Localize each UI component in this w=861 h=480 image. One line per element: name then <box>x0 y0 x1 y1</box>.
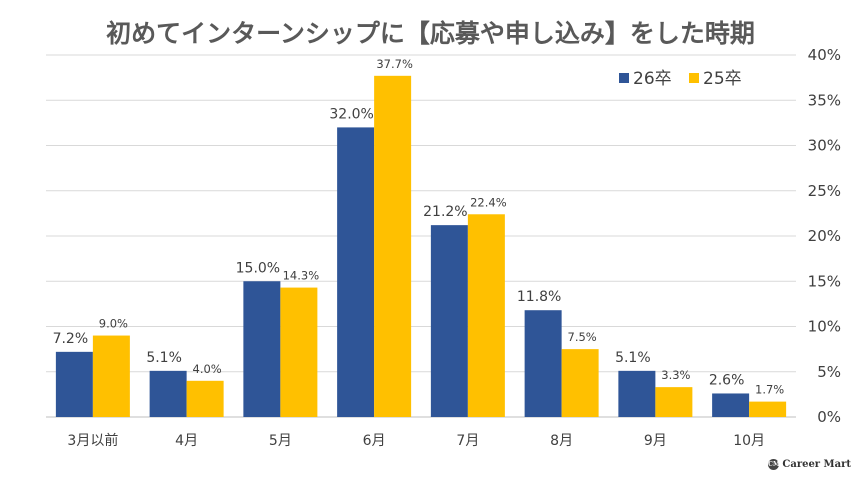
data-label: 4.0% <box>193 362 222 376</box>
data-label: 5.1% <box>615 350 651 366</box>
bar-26卒-8月 <box>524 310 562 417</box>
chart-title: 初めてインターンシップに【応募や申し込み】をした時期 <box>106 19 755 48</box>
x-tick-label: 5月 <box>269 433 292 449</box>
brand-text: Career Mart <box>782 459 851 470</box>
x-tick-label: 8月 <box>550 433 573 449</box>
data-label: 7.5% <box>568 330 597 344</box>
legend-label: 25卒 <box>703 69 742 89</box>
x-tick-label: 6月 <box>363 433 386 449</box>
x-tick-label: 9月 <box>644 433 667 449</box>
data-label: 5.1% <box>146 350 182 366</box>
y-tick-label: 20% <box>808 227 841 245</box>
bar-25卒-6月 <box>374 75 412 417</box>
legend-label: 26卒 <box>633 69 672 89</box>
data-label: 21.2% <box>423 204 467 220</box>
y-tick-label: 15% <box>808 272 841 290</box>
bar-25卒-3月以前 <box>92 335 130 417</box>
data-label: 9.0% <box>99 317 128 331</box>
data-label: 37.7% <box>376 57 413 71</box>
bar-26卒-10月 <box>712 393 750 417</box>
bar-25卒-5月 <box>280 287 318 417</box>
legend-swatch-26卒 <box>619 73 629 83</box>
bar-25卒-10月 <box>749 401 787 417</box>
y-axis-ticks: 0% 5% 10% 15% 20% 25% 30% 35% 40% <box>808 46 841 426</box>
data-label: 3.3% <box>661 368 690 382</box>
x-tick-label: 4月 <box>175 433 198 449</box>
bar-25卒-7月 <box>467 214 505 417</box>
x-tick-label: 10月 <box>733 433 765 449</box>
bar-26卒-9月 <box>618 370 656 417</box>
data-label: 22.4% <box>470 195 507 209</box>
bar-26卒-6月 <box>337 127 375 418</box>
y-tick-label: 35% <box>808 91 841 109</box>
data-label: 14.3% <box>283 269 320 283</box>
bar-25卒-8月 <box>561 349 599 417</box>
x-axis-ticks: 3月以前 4月 5月 6月 7月 8月 9月 10月 <box>67 432 765 449</box>
data-label: 2.6% <box>709 372 745 388</box>
data-labels: 7.2% 9.0% 5.1% 4.0% 15.0% 14.3% 32.0% 37.7% 21.2… <box>53 57 785 397</box>
y-tick-label: 30% <box>808 137 841 155</box>
bar-26卒-5月 <box>243 281 281 417</box>
career-mart-logo-icon: CM <box>768 459 780 470</box>
bar-26卒-4月 <box>149 370 187 417</box>
data-label: 32.0% <box>329 106 373 122</box>
data-label: 1.7% <box>755 383 784 397</box>
legend: 26卒 25卒 <box>619 69 742 89</box>
y-tick-label: 40% <box>808 46 841 64</box>
data-label: 11.8% <box>517 289 561 305</box>
x-tick-label: 3月以前 <box>67 432 118 449</box>
bar-26卒-3月以前 <box>55 351 93 417</box>
y-tick-label: 25% <box>808 182 841 200</box>
bar-26卒-7月 <box>430 225 468 417</box>
bar-25卒-9月 <box>655 387 693 417</box>
y-tick-label: 0% <box>817 408 841 426</box>
data-label: 7.2% <box>53 331 89 347</box>
x-tick-label: 7月 <box>456 433 479 449</box>
brand-logo: CM Career Mart <box>768 459 851 470</box>
legend-swatch-25卒 <box>689 73 699 83</box>
data-label: 15.0% <box>236 260 280 276</box>
bars <box>55 75 787 418</box>
y-tick-label: 5% <box>817 363 841 381</box>
y-tick-label: 10% <box>808 318 841 336</box>
bar-25卒-4月 <box>186 380 224 417</box>
